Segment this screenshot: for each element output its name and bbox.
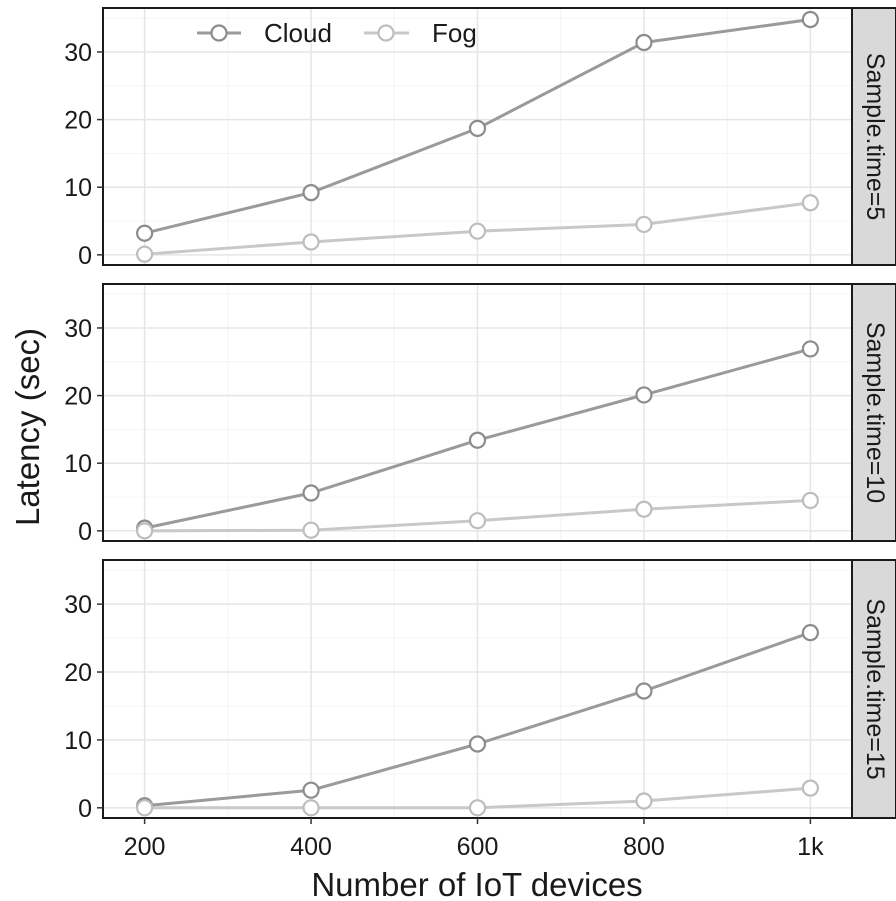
data-point-cloud xyxy=(468,431,487,449)
legend: Cloud Fog xyxy=(197,18,477,48)
y-tick-label: 30 xyxy=(64,39,92,67)
data-point-fog xyxy=(801,491,819,510)
y-axis-title: Latency (sec) xyxy=(9,328,46,526)
facet-strip xyxy=(851,559,896,819)
data-point-fog xyxy=(136,522,154,540)
y-tick-label: 10 xyxy=(64,727,92,755)
y-tick-label: 0 xyxy=(78,518,92,546)
y-tick-label: 30 xyxy=(64,591,92,619)
y-tick-label: 10 xyxy=(64,450,92,478)
legend-marker xyxy=(377,24,395,42)
y-tick-label: 10 xyxy=(64,174,92,202)
data-point-fog xyxy=(136,245,154,263)
data-point-fog xyxy=(635,500,653,518)
panel-3: 0 10 20 30 Sample.time=15 xyxy=(64,559,896,823)
y-tick-label: 20 xyxy=(64,659,92,687)
x-axis-title: Number of IoT devices xyxy=(311,866,642,901)
y-tick-label: 20 xyxy=(64,383,92,411)
data-point-cloud xyxy=(801,340,819,358)
x-tick-label: 400 xyxy=(290,833,332,861)
facet-strip-label: Sample.time=10 xyxy=(861,322,889,503)
x-tick-label: 800 xyxy=(623,833,665,861)
data-point-fog xyxy=(302,233,320,251)
data-point-cloud xyxy=(302,184,320,202)
y-tick-label: 20 xyxy=(64,107,92,135)
data-point-cloud xyxy=(635,33,653,52)
legend-label: Fog xyxy=(432,18,477,48)
y-tick-label: 0 xyxy=(78,795,92,823)
panel-2: 0 10 20 30 Sample.time=10 xyxy=(64,283,896,546)
legend-item-cloud: Cloud xyxy=(197,18,332,48)
x-axis: 200 400 600 800 1k xyxy=(124,818,824,861)
data-point-fog xyxy=(302,521,320,539)
data-point-fog xyxy=(468,799,487,817)
data-point-cloud xyxy=(468,119,487,137)
legend-label: Cloud xyxy=(264,18,332,48)
panels-layer: 0 10 20 30 Sample.time=5 0 10 20 30 Sample.time=1… xyxy=(64,7,896,823)
data-point-cloud xyxy=(468,735,487,753)
data-point-cloud xyxy=(302,484,320,502)
y-tick-label: 0 xyxy=(78,242,92,270)
facet-strip xyxy=(851,7,896,266)
facet-strip xyxy=(851,283,896,542)
data-point-cloud xyxy=(136,224,154,242)
facet-strip-label: Sample.time=5 xyxy=(861,53,889,220)
x-tick-label: 200 xyxy=(124,833,166,861)
x-tick-label: 1k xyxy=(797,833,824,861)
data-point-fog xyxy=(801,194,819,212)
facet-strip-label: Sample.time=15 xyxy=(861,598,889,779)
data-point-fog xyxy=(635,215,653,234)
data-point-cloud xyxy=(635,682,653,700)
major-grid xyxy=(103,284,852,541)
data-point-fog xyxy=(801,779,819,797)
legend-marker xyxy=(210,24,228,42)
x-tick-label: 600 xyxy=(457,833,499,861)
data-point-cloud xyxy=(302,781,320,799)
y-tick-label: 30 xyxy=(64,315,92,343)
data-point-fog xyxy=(468,222,487,240)
panel-1: 0 10 20 30 Sample.time=5 xyxy=(64,7,896,270)
data-point-fog xyxy=(468,512,487,530)
legend-item-fog: Fog xyxy=(364,18,477,48)
data-point-cloud xyxy=(635,386,653,404)
data-point-fog xyxy=(136,799,154,817)
data-point-fog xyxy=(302,799,320,817)
data-point-cloud xyxy=(801,10,819,29)
data-point-fog xyxy=(635,792,653,810)
data-point-cloud xyxy=(801,624,819,642)
